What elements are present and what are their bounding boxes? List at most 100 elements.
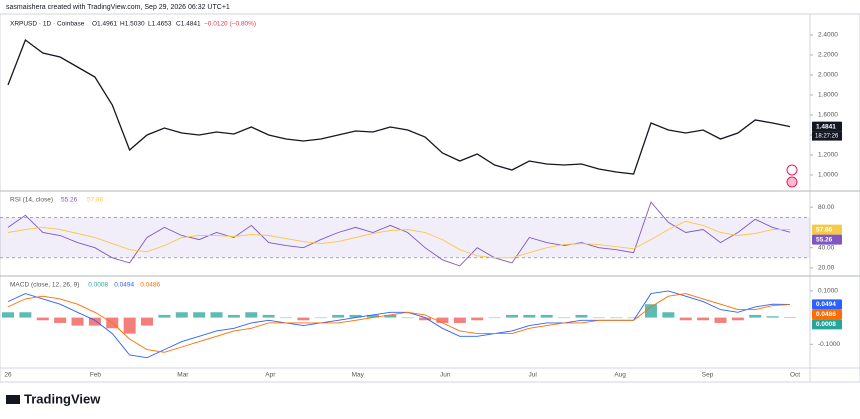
y-tick-label: 2.4000 (818, 32, 838, 39)
y-tick-label: 80.00 (818, 204, 835, 211)
histogram-bar (558, 317, 571, 319)
histogram-bar (366, 314, 379, 318)
pane-title: RSI (14, close) (10, 197, 53, 204)
histogram-bar (419, 317, 432, 321)
histogram-bar (784, 317, 796, 318)
event-icon[interactable] (786, 176, 798, 188)
histogram-bar (262, 314, 275, 318)
y-tick-label: -0.1000 (818, 341, 840, 348)
time-left: 18:27:26 (815, 134, 839, 140)
legend-value: 55.26 (61, 197, 78, 204)
histogram-bar (644, 304, 657, 318)
value-badge (812, 319, 842, 330)
x-tick-label: Oct (790, 372, 800, 379)
histogram-bar (71, 317, 84, 326)
series-line (7, 290, 791, 359)
series-line (7, 38, 791, 175)
y-tick-label: 2.0000 (818, 72, 838, 79)
histogram-bar (401, 317, 414, 319)
low: L1.4653 (148, 21, 172, 28)
open: O1.4961 (92, 21, 117, 28)
histogram-bar (19, 312, 32, 318)
histogram-bar (314, 317, 327, 319)
x-tick-label: Jun (440, 372, 451, 379)
histogram-bar (731, 317, 744, 321)
legend-value: 0.0008 (88, 282, 108, 289)
legend-value: 57.86 (87, 197, 104, 204)
histogram-bar (210, 312, 223, 318)
brand: TradingView (24, 391, 101, 406)
value-badge (812, 309, 842, 320)
histogram-bar (662, 312, 675, 318)
histogram-bar (88, 317, 101, 326)
histogram-bar (158, 314, 171, 318)
rsi-band (0, 217, 810, 258)
y-tick-label: 20.00 (818, 265, 835, 272)
value-badge-label: 0.0008 (816, 321, 836, 328)
histogram-bar (540, 314, 553, 318)
histogram-bar (2, 312, 14, 318)
histogram-bar (193, 312, 206, 318)
legend-value: 0.0486 (140, 282, 160, 289)
y-tick-label: 1.2000 (818, 152, 838, 159)
y-tick-label: 1.6000 (818, 112, 838, 119)
high: H1.5030 (120, 21, 145, 28)
histogram-bar (488, 317, 501, 319)
histogram-bar (36, 317, 49, 321)
value-badge (812, 121, 842, 132)
change: −0.0120 (−0.80%) (204, 21, 256, 28)
x-tick-label: Apr (265, 372, 276, 379)
histogram-bar (141, 317, 154, 326)
y-tick-label: 1.8000 (818, 92, 838, 99)
value-badge-label: 0.0494 (816, 301, 836, 308)
event-icon[interactable] (786, 164, 798, 176)
x-tick-label: May (352, 372, 365, 379)
y-tick-label: 40.00 (818, 244, 835, 251)
y-tick-label: 1.0000 (818, 172, 838, 179)
series-line (7, 220, 791, 259)
series-line (7, 293, 791, 353)
x-tick-label: 26 (4, 372, 12, 379)
x-tick-label: Aug (614, 372, 626, 379)
histogram-bar (384, 314, 397, 318)
histogram-bar (610, 317, 623, 319)
histogram-bar (714, 317, 727, 323)
value-badge-label: 57.86 (816, 226, 833, 233)
histogram-bar (697, 317, 710, 321)
histogram-bar (436, 317, 449, 323)
histogram-bar (54, 317, 67, 323)
histogram-bar (749, 314, 762, 318)
histogram-bar (575, 314, 588, 318)
histogram-bar (227, 314, 240, 318)
histogram-bar (245, 312, 258, 318)
histogram-bar (297, 317, 310, 321)
x-tick-label: Feb (90, 372, 102, 379)
legend-value: 0.0494 (114, 282, 134, 289)
histogram-bar (332, 314, 345, 318)
histogram-bar (175, 312, 188, 318)
y-tick-label: 2.2000 (818, 52, 838, 59)
x-tick-label: Sep (702, 372, 714, 379)
histogram-bar (280, 317, 293, 319)
histogram-bar (523, 314, 536, 318)
time-badge (812, 131, 842, 141)
histogram-bar (627, 317, 640, 319)
value-badge (812, 234, 842, 245)
histogram-bar (592, 317, 605, 319)
symbol: XRPUSD · 1D · Coinbase (10, 21, 85, 28)
close: C1.4841 (176, 21, 201, 28)
value-badge (812, 224, 842, 235)
value-badge (812, 299, 842, 310)
x-tick-label: Jul (529, 372, 538, 379)
histogram-bar (123, 317, 136, 334)
value-badge-label: 1.4841 (816, 123, 836, 130)
histogram-bar (505, 314, 518, 318)
histogram-bar (766, 316, 779, 318)
series-line (7, 201, 791, 267)
x-tick-label: Mar (177, 372, 189, 379)
frame (0, 13, 860, 383)
credit: sasmaishera created with TradingView.com… (6, 4, 230, 11)
histogram-bar (453, 317, 466, 323)
